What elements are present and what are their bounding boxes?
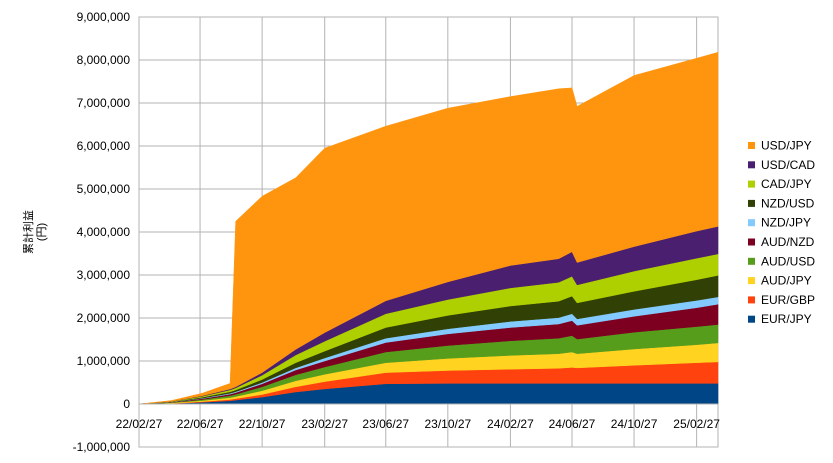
y-tick-label: 8,000,000 (77, 53, 131, 67)
series-areas (138, 51, 719, 405)
y-tick-label: -1,000,000 (73, 440, 131, 454)
legend-label: AUD/NZD (761, 235, 815, 249)
area-usd-jpy (138, 51, 719, 405)
legend-label: EUR/JPY (761, 312, 812, 326)
y-tick-label: 6,000,000 (77, 139, 131, 153)
y-tick-labels: -1,000,000 0 1,000,000 2,000,000 3,000,000 4,… (73, 10, 131, 454)
legend-swatch (748, 219, 755, 227)
legend-swatch (748, 277, 755, 285)
x-tick-label: 25/02/27 (673, 417, 720, 431)
legend-label: USD/CAD (761, 158, 815, 172)
legend-swatch (748, 142, 755, 149)
legend-swatch (748, 180, 755, 188)
x-tick-label: 23/02/27 (301, 417, 348, 431)
legend: USD/JPY USD/CAD CAD/JPY NZD/USD NZD/JPY AUD/N… (748, 139, 815, 326)
x-tick-label: 24/02/27 (487, 417, 534, 431)
x-tick-label: 22/02/27 (116, 417, 163, 431)
legend-swatch (748, 315, 755, 323)
y-axis-label-line1: 累計利益 (21, 210, 35, 254)
x-tick-labels: 22/02/27 22/06/27 22/10/27 23/02/27 23/06/27… (116, 417, 721, 431)
x-tick-label: 22/10/27 (239, 417, 286, 431)
y-tick-label: 0 (123, 397, 130, 411)
y-tick-label: 7,000,000 (77, 96, 131, 110)
legend-label: EUR/GBP (761, 293, 815, 307)
y-tick-label: 4,000,000 (77, 225, 131, 239)
legend-swatch (748, 257, 755, 265)
legend-label: USD/JPY (761, 139, 812, 153)
x-tick-label: 23/10/27 (424, 417, 471, 431)
legend-label: AUD/JPY (761, 274, 812, 288)
legend-label: NZD/USD (761, 196, 815, 210)
legend-swatch (748, 238, 755, 246)
legend-swatch (748, 296, 755, 304)
y-tick-label: 3,000,000 (77, 268, 131, 282)
legend-label: AUD/USD (761, 254, 815, 268)
y-tick-label: 2,000,000 (77, 311, 131, 325)
x-tick-label: 23/06/27 (362, 417, 409, 431)
legend-swatch (748, 161, 755, 169)
legend-label: CAD/JPY (761, 177, 812, 191)
y-tick-label: 9,000,000 (77, 10, 131, 24)
y-axis-label-line2: (円) (36, 223, 48, 241)
legend-label: NZD/JPY (761, 216, 811, 230)
y-axis-label: 累計利益 (円) (21, 210, 48, 254)
x-tick-label: 24/06/27 (549, 417, 596, 431)
x-tick-label: 24/10/27 (611, 417, 658, 431)
x-tick-label: 22/06/27 (177, 417, 224, 431)
y-tick-label: 1,000,000 (77, 354, 131, 368)
legend-swatch (748, 199, 755, 207)
y-tick-label: 5,000,000 (77, 182, 131, 196)
